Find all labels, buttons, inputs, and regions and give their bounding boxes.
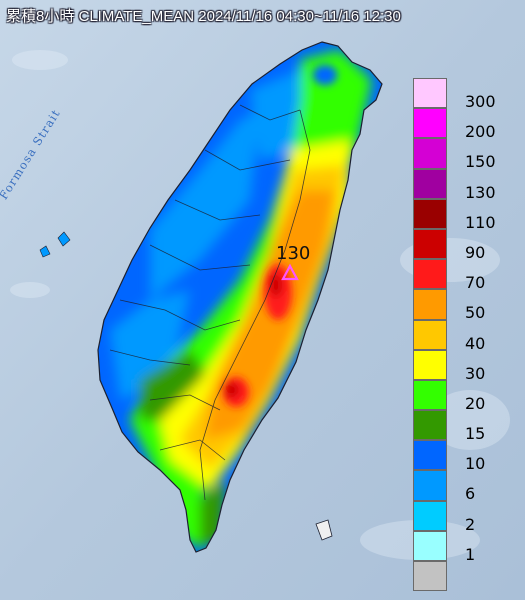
- legend-label: 150: [465, 152, 496, 172]
- legend-swatch: [413, 289, 447, 320]
- legend-swatch: [413, 138, 447, 169]
- legend-item: [413, 561, 513, 592]
- map-title: 累積8小時 CLIMATE_MEAN 2024/11/16 04:30~11/1…: [6, 8, 401, 25]
- legend-item: 40: [413, 319, 513, 353]
- legend-label: 40: [465, 333, 486, 353]
- legend-swatch: [413, 349, 447, 380]
- legend-swatch: [413, 78, 447, 109]
- legend-label: 50: [465, 303, 486, 323]
- legend-item: 130: [413, 168, 513, 202]
- legend-item: 10: [413, 440, 513, 474]
- max-rain-marker-icon: [281, 263, 299, 281]
- legend-item: 200: [413, 108, 513, 142]
- legend-item: 300: [413, 78, 513, 111]
- legend-label: 15: [465, 424, 486, 444]
- legend-label: 300: [465, 92, 496, 111]
- legend-item: 50: [413, 289, 513, 323]
- legend-swatch: [413, 470, 447, 501]
- legend-item: 110: [413, 198, 513, 232]
- legend-label: 10: [465, 454, 486, 474]
- legend-item: 90: [413, 228, 513, 262]
- max-rain-value: 130: [276, 243, 311, 264]
- legend-swatch: [413, 561, 447, 592]
- legend-item: 20: [413, 379, 513, 413]
- legend-item: 30: [413, 349, 513, 383]
- legend-label: 20: [465, 393, 486, 413]
- legend-swatch: [413, 379, 447, 411]
- legend-item: 15: [413, 410, 513, 444]
- legend-swatch: [413, 410, 447, 441]
- legend-label: 30: [465, 363, 486, 383]
- legend-swatch: [413, 259, 447, 290]
- legend-label: 2: [465, 514, 476, 534]
- legend-item: 1: [413, 530, 513, 564]
- legend-swatch: [413, 440, 447, 471]
- legend-item: 150: [413, 138, 513, 172]
- legend-label: 200: [465, 122, 496, 142]
- legend-label: 6: [465, 484, 476, 504]
- legend-item: 70: [413, 259, 513, 293]
- legend-swatch: [413, 168, 447, 199]
- legend-item: 6: [413, 470, 513, 504]
- legend-label: 1: [465, 544, 476, 564]
- legend-swatch: [413, 198, 447, 229]
- legend-swatch: [413, 500, 447, 531]
- legend-swatch: [413, 228, 447, 260]
- legend-label: 70: [465, 273, 486, 293]
- rainfall-legend: 300 200 150 130 110 90 70 50 40 30 20 15…: [413, 78, 513, 592]
- legend-item: 2: [413, 500, 513, 534]
- legend-label: 90: [465, 242, 486, 262]
- legend-swatch: [413, 319, 447, 350]
- legend-label: 110: [465, 212, 496, 232]
- legend-label: 130: [465, 182, 496, 202]
- legend-swatch: [413, 530, 447, 561]
- legend-swatch: [413, 108, 447, 139]
